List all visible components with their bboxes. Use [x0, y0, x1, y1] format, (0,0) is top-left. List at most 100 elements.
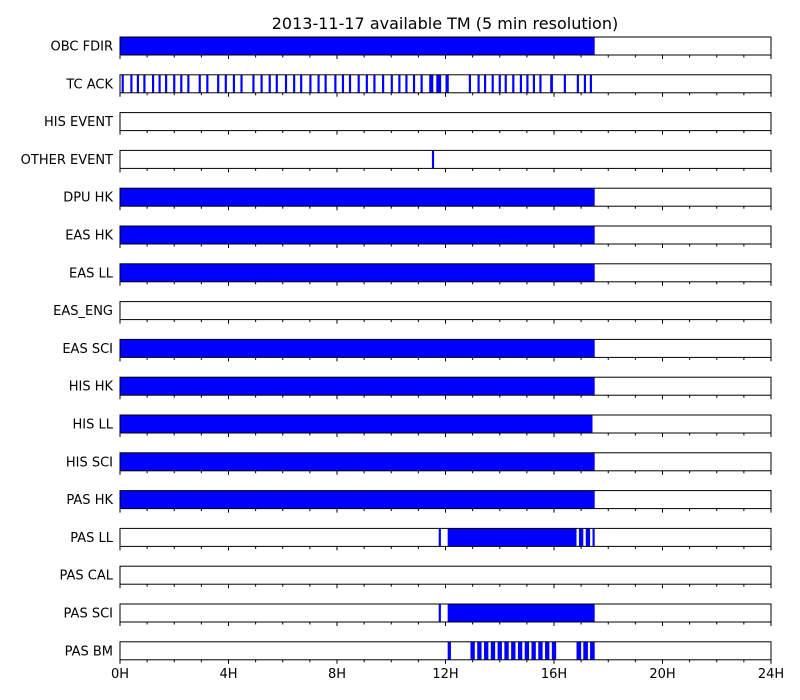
x-tick-label: 8H [328, 667, 346, 682]
row-label: PAS HK [66, 493, 113, 508]
availability-bar [447, 528, 577, 547]
availability-bar [592, 528, 595, 547]
chart-title: 2013-11-17 available TM (5 min resolutio… [272, 14, 618, 33]
timeline-row: PAS BM [65, 641, 772, 664]
x-tick-label: 16H [541, 667, 567, 682]
availability-bar [538, 641, 543, 660]
row-label: HIS LL [73, 418, 114, 433]
availability-bar [158, 74, 161, 93]
availability-bar [583, 641, 588, 660]
availability-bar [120, 490, 595, 509]
availability-bar [436, 74, 442, 93]
availability-bar [517, 641, 523, 660]
availability-bar [348, 74, 352, 93]
availability-bar [412, 74, 416, 93]
availability-bar [143, 74, 146, 93]
availability-bar [324, 74, 327, 93]
availability-bar [490, 641, 496, 660]
availability-bar [524, 641, 530, 660]
availability-bar [484, 641, 489, 660]
availability-bar [526, 74, 529, 93]
availability-bar [120, 452, 595, 471]
x-tick-label: 0H [111, 667, 129, 682]
availability-bar [512, 74, 515, 93]
availability-bar [357, 74, 360, 93]
row-frame [119, 112, 772, 132]
availability-bar [531, 641, 536, 660]
availability-bar [447, 604, 595, 622]
availability-bar [120, 339, 595, 358]
x-tick-label: 24H [758, 667, 784, 682]
availability-bar [590, 641, 595, 660]
availability-bar [477, 74, 480, 93]
availability-bar [187, 74, 190, 93]
availability-bar [300, 74, 303, 93]
availability-bar [532, 74, 536, 93]
availability-bar [317, 74, 320, 93]
availability-bar [504, 641, 509, 660]
timeline-row: HIS EVENT [44, 112, 772, 135]
availability-bar [293, 74, 296, 93]
timeline-row: TC ACK [65, 74, 772, 97]
availability-bar [232, 74, 236, 93]
availability-bar [491, 74, 494, 93]
availability-bar [420, 74, 423, 93]
x-tick-label: 4H [219, 667, 237, 682]
availability-bar [120, 415, 593, 433]
availability-bar [497, 641, 502, 660]
timeline-row: EAS LL [69, 263, 772, 286]
availability-bar [260, 74, 263, 93]
availability-bar [583, 74, 587, 93]
availability-bar [390, 74, 393, 93]
row-label: DPU HK [63, 191, 113, 206]
availability-bar [545, 641, 550, 660]
availability-bar [217, 74, 220, 93]
availability-bar [438, 528, 441, 547]
row-label: PAS CAL [60, 569, 114, 584]
timeline-row: DPU HK [63, 187, 772, 211]
availability-bar [152, 74, 155, 93]
availability-bar [373, 74, 376, 93]
timeline-row: PAS LL [70, 527, 772, 551]
availability-bar [519, 74, 522, 93]
availability-bar [120, 37, 595, 55]
row-label: HIS HK [69, 380, 114, 395]
availability-bar [429, 74, 434, 93]
row-label: EAS LL [69, 266, 114, 281]
row-label: TC ACK [65, 77, 113, 92]
row-label: EAS SCI [62, 342, 113, 357]
availability-bar [578, 528, 584, 547]
row-label: OTHER EVENT [21, 153, 113, 168]
row-label: EAS HK [65, 229, 113, 244]
availability-bar [398, 74, 401, 93]
availability-bar [284, 74, 288, 93]
availability-bar [589, 74, 592, 93]
availability-bar [224, 74, 227, 93]
availability-bar [382, 74, 385, 93]
availability-bar [120, 188, 595, 207]
x-tick-label: 12H [432, 667, 458, 682]
availability-bar [447, 641, 451, 660]
timeline-row: PAS SCI [64, 603, 772, 626]
availability-bar [334, 74, 337, 93]
availability-bar [445, 74, 449, 93]
timeline-row: PAS HK [66, 490, 772, 513]
availability-bar [484, 74, 487, 93]
availability-bar [576, 641, 582, 660]
availability-bar [585, 528, 591, 547]
row-label: HIS EVENT [44, 115, 113, 130]
row-frame [119, 301, 772, 321]
availability-bar [268, 74, 271, 93]
row-label: HIS SCI [66, 455, 113, 470]
row-label: PAS SCI [64, 607, 113, 622]
availability-bar [206, 74, 209, 93]
availability-bar [180, 74, 183, 93]
timeline-row: HIS LL [73, 414, 772, 437]
row-label: EAS_ENG [53, 304, 113, 319]
timeline-row: OBC FDIR [51, 36, 772, 59]
availability-bar [120, 263, 595, 282]
availability-bar [468, 74, 471, 93]
availability-bar [198, 74, 201, 93]
